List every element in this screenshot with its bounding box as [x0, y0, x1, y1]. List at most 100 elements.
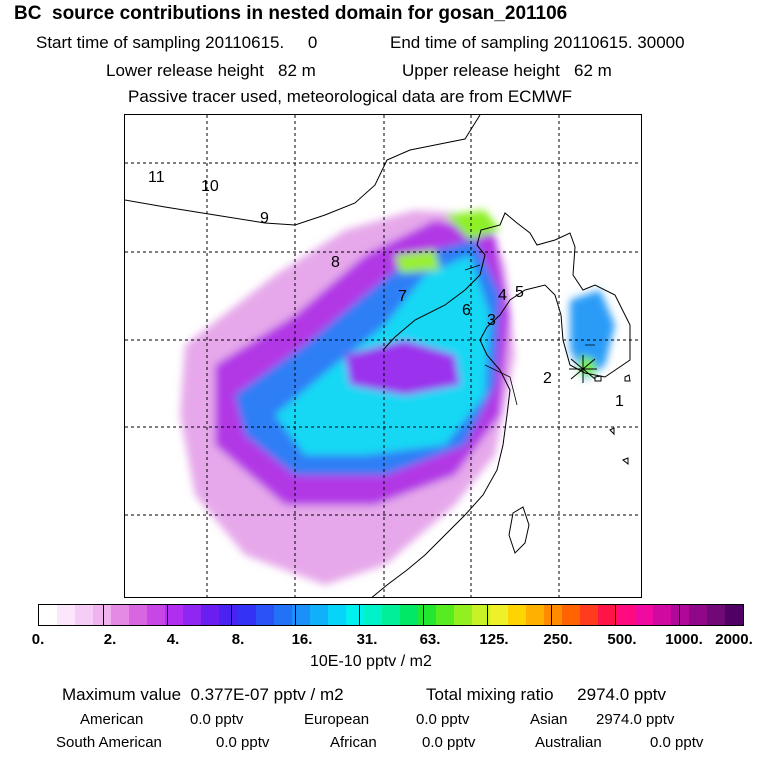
colorbar	[38, 604, 744, 626]
colorbar-tick: 31.	[356, 631, 378, 648]
site-number-9: 9	[260, 210, 269, 227]
colorbar-tick: 63.	[419, 631, 441, 648]
upper-release-height-label: Upper release height 62 m	[402, 61, 612, 80]
colorbar-segment	[454, 605, 473, 625]
map-canvas	[125, 115, 641, 597]
australian-label: Australian	[535, 734, 602, 751]
coastline	[125, 115, 631, 597]
site-number-8: 8	[331, 254, 340, 271]
colorbar-segment	[598, 605, 617, 625]
colorbar-divider	[487, 605, 488, 625]
colorbar-tick: 2.	[103, 631, 117, 648]
colorbar-segment	[490, 605, 509, 625]
colorbar-divider	[551, 605, 552, 625]
colorbar-tick: 16.	[291, 631, 313, 648]
colorbar-tick: 2000.	[715, 631, 753, 648]
colorbar-segment	[508, 605, 527, 625]
colorbar-segment	[201, 605, 220, 625]
colorbar-divider	[167, 605, 168, 625]
source-contribution-map: 1 2 3 4 5 6 7 8 9 10 11	[124, 114, 642, 598]
colorbar-segment	[219, 605, 238, 625]
site-number-3: 3	[487, 312, 496, 329]
american-label: American	[80, 711, 144, 728]
south-american-label: South American	[56, 734, 162, 751]
colorbar-segment	[363, 605, 382, 625]
colorbar-segment	[255, 605, 274, 625]
site-number-6: 6	[462, 302, 471, 319]
total-mixing-ratio-label: Total mixing ratio 2974.0 pptv	[426, 685, 667, 704]
european-label: European	[304, 711, 370, 728]
colorbar-segment	[706, 605, 725, 625]
colorbar-segment	[309, 605, 328, 625]
northern-border	[125, 115, 481, 226]
asian-value: 2974.0 pptv	[596, 711, 675, 728]
colorbar-segment	[111, 605, 130, 625]
colorbar-segment	[526, 605, 545, 625]
lat-lon-grid	[125, 115, 641, 597]
australian-value: 0.0 pptv	[650, 734, 704, 751]
colorbar-tick: 500.	[607, 631, 637, 648]
colorbar-segment	[417, 605, 437, 625]
colorbar-segment	[57, 605, 76, 625]
site-number-10: 10	[201, 178, 219, 195]
plot-title: BC source contributions in nested domain…	[14, 3, 568, 24]
concentration-field	[180, 210, 615, 585]
field-green-plain	[395, 250, 440, 273]
colorbar-segment	[436, 605, 455, 625]
china-coast	[371, 212, 631, 597]
colorbar-segment	[724, 605, 743, 625]
colorbar-segment	[472, 605, 491, 625]
african-value: 0.0 pptv	[422, 734, 476, 751]
colorbar-segment	[183, 605, 202, 625]
colorbar-segment	[544, 605, 563, 625]
colorbar-divider	[423, 605, 424, 625]
colorbar-divider	[295, 605, 296, 625]
colorbar-segment	[652, 605, 671, 625]
colorbar-segment	[634, 605, 653, 625]
site-number-1: 1	[615, 393, 624, 410]
taiwan	[508, 506, 530, 554]
site-number-4: 4	[498, 287, 507, 304]
colorbar-segment	[291, 605, 310, 625]
colorbar-segment	[273, 605, 292, 625]
colorbar-tick: 250.	[543, 631, 573, 648]
colorbar-divider	[615, 605, 616, 625]
site-number-5: 5	[515, 284, 524, 301]
site-number-11: 11	[148, 169, 165, 186]
jeju	[594, 375, 602, 382]
colorbar-tick: 4.	[166, 631, 180, 648]
maximum-value-label: Maximum value 0.377E-07 pptv / m2	[62, 685, 344, 704]
field-green-north	[445, 210, 500, 240]
colorbar-segment	[75, 605, 94, 625]
colorbar-segment	[237, 605, 256, 625]
european-value: 0.0 pptv	[416, 711, 470, 728]
tracer-info-label: Passive tracer used, meteorological data…	[128, 87, 573, 106]
field-purple-core	[345, 340, 460, 395]
colorbar-segment	[399, 605, 418, 625]
lower-release-height-label: Lower release height 82 m	[106, 61, 316, 80]
islands	[609, 374, 631, 466]
colorbar-segment	[616, 605, 635, 625]
colorbar-segment	[165, 605, 184, 625]
colorbar-segment	[580, 605, 599, 625]
colorbar-segment	[381, 605, 400, 625]
colorbar-divider	[359, 605, 360, 625]
colorbar-segment	[129, 605, 148, 625]
colorbar-divider	[103, 605, 104, 625]
colorbar-segment	[39, 605, 58, 625]
site-number-7: 7	[398, 288, 407, 305]
colorbar-unit: 10E-10 pptv / m2	[310, 653, 432, 670]
river-lines	[464, 264, 595, 406]
asian-label: Asian	[530, 711, 568, 728]
colorbar-segment	[562, 605, 581, 625]
colorbar-divider	[231, 605, 232, 625]
african-label: African	[330, 734, 377, 751]
colorbar-segment	[93, 605, 112, 625]
site-number-2: 2	[543, 370, 552, 387]
colorbar-tick: 0.	[31, 631, 45, 648]
colorbar-segment	[327, 605, 346, 625]
south-american-value: 0.0 pptv	[216, 734, 270, 751]
colorbar-divider	[679, 605, 680, 625]
colorbar-tick: 8.	[231, 631, 245, 648]
colorbar-tick: 125.	[479, 631, 509, 648]
